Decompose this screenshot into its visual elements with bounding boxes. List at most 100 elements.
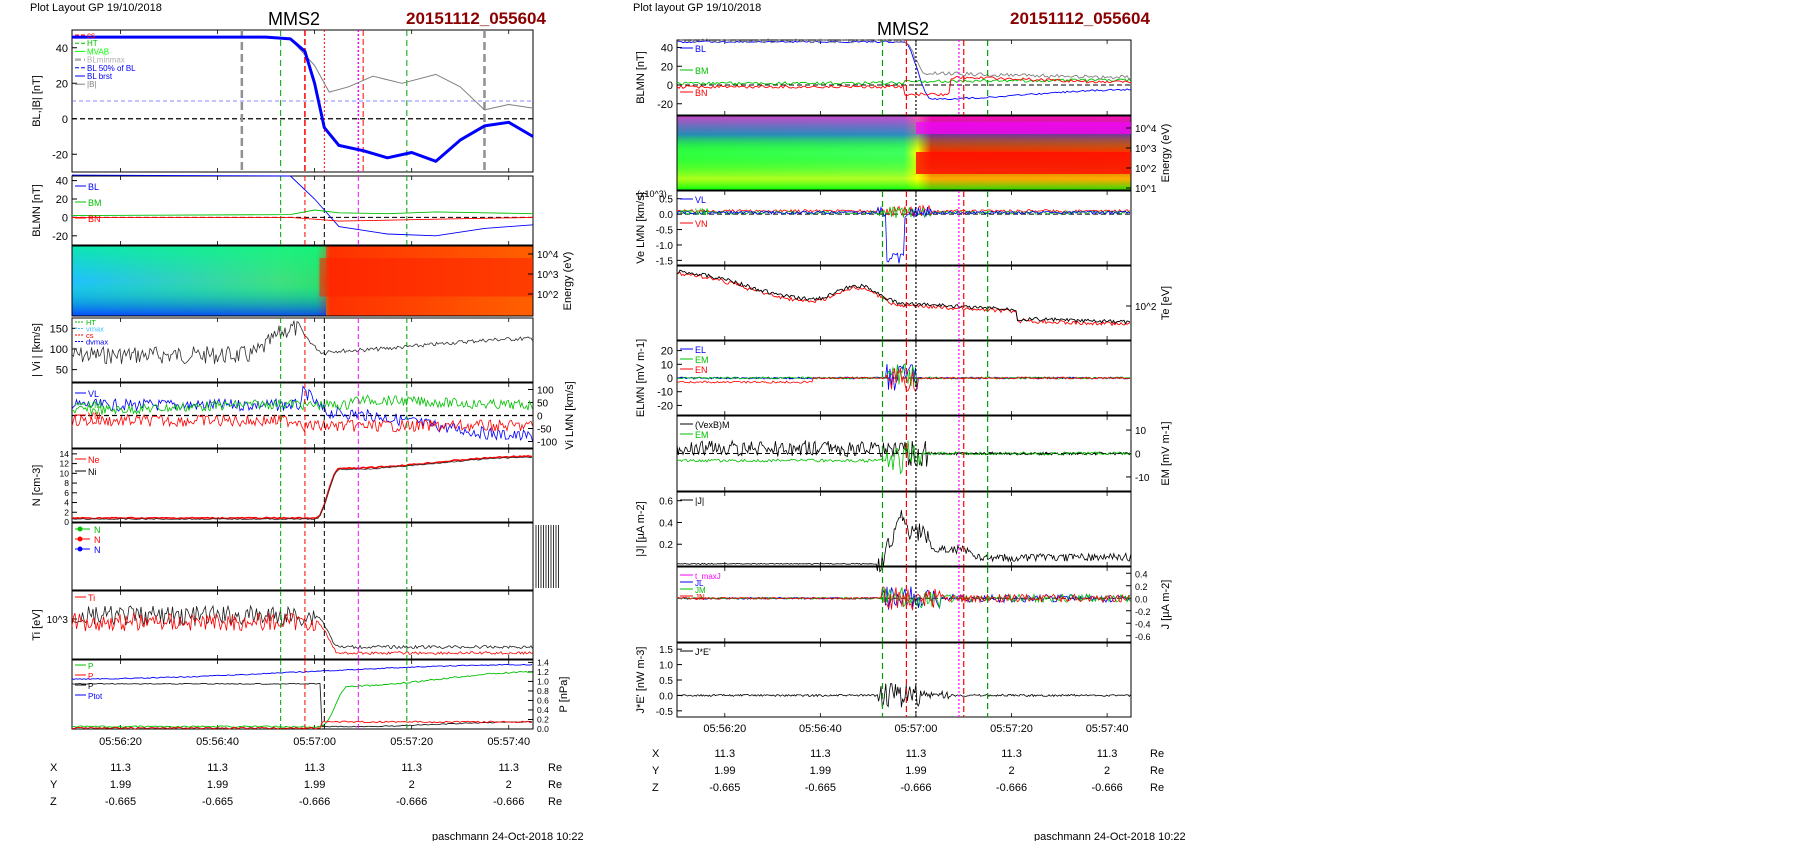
ephemeris-value: 11.3 — [810, 748, 831, 760]
y-tick-label: 14 — [60, 449, 70, 459]
y-tick-label: 0 — [537, 412, 543, 423]
legend-entry: JM — [695, 586, 706, 595]
y-tick-label: 0.2 — [1135, 582, 1148, 592]
ephemeris-unit: Re — [548, 796, 562, 808]
y-axis-label: BLMN [nT] — [635, 51, 647, 104]
right-panel-2: 10^1 10^2 10^3 10^4 Energy (eV) — [676, 115, 1172, 195]
legend-entry: Ne — [88, 455, 100, 465]
time-tick-label: 05:57:40 — [487, 736, 530, 748]
legend-entry: cs — [86, 331, 94, 340]
right-event-id: 20151112_055604 — [1010, 9, 1150, 28]
y-tick-label: 100 — [537, 386, 554, 397]
ephemeris-value: 2 — [1104, 765, 1110, 777]
ephemeris-value: 11.3 — [714, 748, 735, 760]
y-scale-note: (x10^3) — [637, 189, 667, 199]
time-tick-label: 05:57:20 — [990, 723, 1033, 735]
legend-entry: P — [88, 682, 93, 691]
legend-entry: |J| — [695, 496, 704, 506]
series-line-bm — [71, 209, 534, 217]
left-panel-3: 10^2 10^3 10^4 Energy (eV) — [71, 245, 574, 317]
y-axis-label: Energy (eV) — [1160, 124, 1172, 183]
right-panel-7: 0.6 0.4 0.2 |J| [µA m-2] |J| — [635, 491, 1132, 573]
legend-entry: EM — [695, 430, 709, 440]
legend-entry: N — [94, 535, 101, 545]
left-footer: paschmann 24-Oct-2018 10:22 — [432, 831, 584, 841]
y-tick-label: 10^3 — [537, 270, 559, 281]
panel-frame — [676, 491, 1132, 567]
ephemeris-value: 11.3 — [1001, 748, 1022, 760]
y-tick-label: 0.0 — [1135, 594, 1148, 604]
y-tick-label: 1.5 — [659, 645, 673, 656]
y-tick-label: 0 — [64, 517, 69, 527]
y-tick-label: 0.6 — [659, 497, 673, 508]
ephemeris-value: 11.3 — [304, 762, 325, 774]
series-jn — [676, 586, 1131, 611]
series-bl-brst-line — [72, 35, 534, 163]
legend-entry: JL — [695, 579, 704, 588]
y-axis-label: Energy (eV) — [562, 252, 574, 311]
y-tick-label: 10^2 — [1135, 164, 1157, 175]
series-p-green — [72, 671, 532, 728]
y-tick-label: -20 — [52, 231, 68, 243]
right-panel-3: 0.5 0.0 -0.5 -1.0 -1.5 Ve LMN [km/s](x10^3) VL… — [635, 189, 1132, 267]
ephemeris-value: -0.666 — [996, 782, 1027, 794]
left-time-axis: 05:56:20 05:56:40 05:57:00 05:57:20 05:57:40 — [99, 736, 530, 748]
legend-entry: P — [88, 662, 93, 671]
series-vn — [71, 413, 533, 433]
series-p-total-blue — [71, 663, 533, 680]
left-panel-2: 40 20 0 -20 BLMN [nT] BL BM BN — [31, 174, 534, 246]
y-tick-label: 10^2 — [537, 290, 559, 301]
right-panel-4: 10^2 Te [eV] — [676, 265, 1172, 341]
panel-frame — [676, 642, 1132, 718]
y-tick-label: -0.5 — [656, 707, 674, 718]
ephemeris-value: -0.665 — [709, 782, 740, 794]
y-tick-label: 50 — [537, 399, 549, 410]
series-j-magnitude — [676, 510, 1131, 573]
ephemeris-value: -0.665 — [805, 782, 836, 794]
ephemeris-value: 1.99 — [207, 779, 228, 791]
y-tick-label: -1.0 — [656, 241, 674, 252]
ephemeris-value: 11.3 — [110, 762, 131, 774]
y-tick-label: 40 — [56, 176, 68, 188]
series-ti-black — [71, 604, 533, 650]
ephemeris-value: 2 — [506, 779, 512, 791]
y-tick-label: 0 — [667, 373, 673, 385]
y-tick-label: -20 — [657, 99, 673, 111]
y-axis-label: ELMN [mV m-1] — [635, 339, 647, 417]
y-tick-label: 10^3 — [1135, 144, 1157, 155]
y-axis-label: P [nPa] — [558, 677, 570, 713]
legend-entry: VL — [695, 195, 706, 205]
ephemeris-value: 1.99 — [905, 765, 926, 777]
spectrogram-hot-band — [319, 258, 533, 297]
panel-frame — [676, 39, 1132, 116]
series-em — [676, 440, 1131, 475]
ephemeris-value: -0.666 — [299, 796, 330, 808]
right-ephemeris-table: X 11.3 11.3 11.3 11.3 11.3 Re Y 1.99 1.99 1.99 2 2 Re… — [652, 748, 1164, 794]
legend-entry: BLminmax — [87, 56, 125, 65]
ephemeris-value: 1.99 — [810, 765, 831, 777]
right-panel-8: 0.40.20.0-0.2-0.4-0.6J [µA m-2]t_maxJJLJ… — [676, 566, 1172, 643]
ephemeris-value: -0.666 — [1092, 782, 1123, 794]
ephemeris-value: 11.3 — [401, 762, 422, 774]
spectrogram-hot-band — [915, 152, 1131, 174]
y-tick-label: -20 — [52, 149, 68, 161]
y-tick-label: -0.6 — [1135, 632, 1151, 642]
right-panel-6: 10 0 -10 EM [mV m-1] (VexB)MEM — [676, 415, 1172, 492]
legend-entry: BN — [695, 88, 708, 98]
y-tick-label: 0.0 — [659, 691, 673, 702]
left-spacecraft-title: MMS2 — [268, 9, 320, 29]
ephemeris-value: 11.3 — [906, 748, 927, 760]
y-tick-label: 1.2 — [537, 667, 549, 677]
ephemeris-label: Y — [652, 765, 660, 777]
legend-entry: BM — [88, 198, 102, 208]
y-tick-label: 0 — [667, 80, 673, 92]
y-tick-label: 0.6 — [537, 695, 549, 705]
legend-entry: VL — [88, 389, 99, 399]
series-em — [676, 363, 1131, 387]
legend-entry: BL brst — [87, 72, 113, 81]
y-tick-label: 10^1 — [1135, 184, 1157, 195]
right-spacecraft-title: MMS2 — [877, 19, 929, 39]
